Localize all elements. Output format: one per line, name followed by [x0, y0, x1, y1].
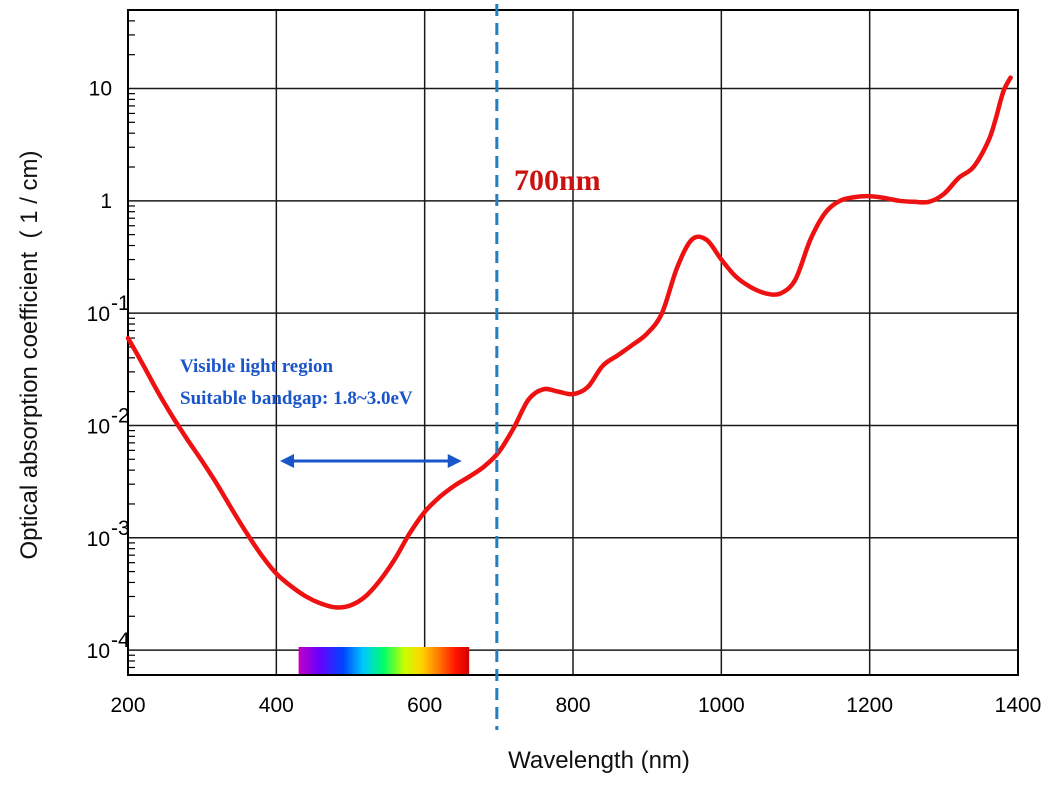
y-tick-label: 1	[100, 190, 112, 213]
y-tick-exponent: -1	[111, 292, 130, 315]
y-tick-label: 10	[87, 303, 110, 326]
y-tick-exponent: -3	[111, 517, 130, 540]
x-tick-labels: 200 400 600 800 1000 1200 1400	[110, 694, 1041, 717]
x-tick-label: 1000	[698, 694, 745, 717]
x-tick-label: 200	[110, 694, 145, 717]
minor-ticks	[128, 20, 135, 676]
x-tick-label: 600	[407, 694, 442, 717]
x-tick-label: 1400	[995, 694, 1042, 717]
absorption-curve	[125, 75, 1013, 610]
arrow-head-right	[447, 454, 462, 468]
y-tick-exponent: -2	[111, 404, 130, 427]
y-axis-title: Optical absorption coefficient ( 1 / cm)	[16, 150, 43, 559]
visible-spectrum-bar	[298, 647, 470, 675]
y-tick-label: 10	[89, 78, 112, 101]
x-tick-label: 400	[259, 694, 294, 717]
x-tick-label: 1200	[846, 694, 893, 717]
visible-region-label: Visible light region	[180, 356, 334, 377]
y-tick-label: 10	[87, 528, 110, 551]
y-tick-label: 10	[87, 640, 110, 663]
arrow-head-left	[280, 454, 295, 468]
grid-lines	[128, 10, 1018, 675]
y-tick-exponent: -4	[111, 629, 130, 652]
visible-region-arrow	[280, 454, 462, 468]
y-tick-label: 10	[87, 415, 110, 438]
x-axis-title: Wavelength (nm)	[508, 747, 690, 774]
x-tick-label: 800	[555, 694, 590, 717]
marker-label: 700nm	[514, 164, 601, 197]
bandgap-label: Suitable bandgap: 1.8~3.0eV	[180, 388, 413, 409]
